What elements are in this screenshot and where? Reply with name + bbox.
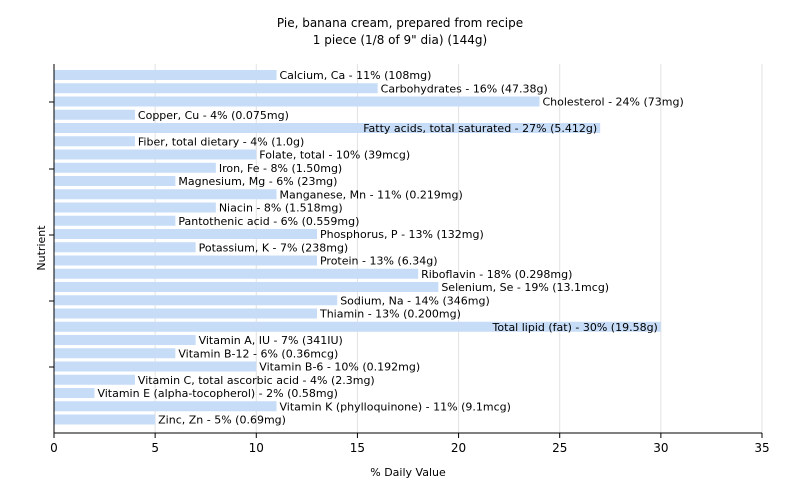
bar-label: Folate, total - 10% (39mcg) xyxy=(259,149,410,162)
bar xyxy=(54,401,277,412)
bar-label: Selenium, Se - 19% (13.1mcg) xyxy=(441,281,609,294)
bar xyxy=(54,242,196,253)
bar xyxy=(54,189,277,200)
bar-label: Phosphorus, P - 13% (132mg) xyxy=(320,228,484,241)
x-tick-label: 30 xyxy=(653,441,668,455)
bar xyxy=(54,348,176,359)
bar xyxy=(54,215,176,226)
bar-label: Vitamin C, total ascorbic acid - 4% (2.3… xyxy=(138,374,375,387)
bar xyxy=(54,229,317,239)
bar xyxy=(54,374,135,385)
bar xyxy=(54,321,661,332)
bar xyxy=(54,308,317,319)
bar-label: Carbohydrates - 16% (47.38g) xyxy=(381,82,548,95)
bar-label: Calcium, Ca - 11% (108mg) xyxy=(280,69,432,82)
bar xyxy=(54,295,338,306)
bar xyxy=(54,176,176,186)
bar xyxy=(54,255,317,266)
bar-label: Potassium, K - 7% (238mg) xyxy=(199,241,349,254)
bar xyxy=(54,109,135,120)
bar-label: Vitamin A, IU - 7% (341IU) xyxy=(199,334,343,347)
x-tick-label: 15 xyxy=(350,441,365,455)
bar-label: Niacin - 8% (1.518mg) xyxy=(219,202,343,215)
bar-label: Protein - 13% (6.34g) xyxy=(320,255,438,268)
bar-label: Manganese, Mn - 11% (0.219mg) xyxy=(280,188,463,201)
x-tick-label: 0 xyxy=(50,441,58,455)
x-tick-label: 20 xyxy=(451,441,466,455)
bar-label: Sodium, Na - 14% (346mg) xyxy=(340,294,490,307)
bar xyxy=(54,414,156,425)
bar-label: Vitamin B-12 - 6% (0.36mcg) xyxy=(178,347,338,360)
bar xyxy=(54,162,216,173)
bar-label: Cholesterol - 24% (73mg) xyxy=(542,96,683,109)
bar-label: Thiamin - 13% (0.200mg) xyxy=(319,308,461,321)
x-tick-label: 35 xyxy=(754,441,769,455)
bar-label: Fiber, total dietary - 4% (1.0g) xyxy=(138,135,304,148)
bar-label: Pantothenic acid - 6% (0.559mg) xyxy=(178,215,359,228)
bar-label: Vitamin E (alpha-tocopherol) - 2% (0.58m… xyxy=(97,387,337,400)
bar xyxy=(54,123,601,133)
bar xyxy=(54,335,196,345)
bar xyxy=(54,388,95,398)
bar-label: Zinc, Zn - 5% (0.69mg) xyxy=(158,414,286,427)
bar xyxy=(54,202,216,213)
bar-label: Fatty acids, total saturated - 27% (5.41… xyxy=(363,122,597,135)
bar xyxy=(54,282,439,292)
bar-label: Iron, Fe - 8% (1.50mg) xyxy=(219,162,342,175)
x-tick-label: 10 xyxy=(249,441,264,455)
bar-label: Total lipid (fat) - 30% (19.58g) xyxy=(492,321,658,334)
x-tick-label: 5 xyxy=(151,441,159,455)
x-axis-label: % Daily Value xyxy=(370,466,446,479)
bar xyxy=(54,96,540,107)
bar xyxy=(54,268,419,279)
bar xyxy=(54,83,378,94)
bar-label: Copper, Cu - 4% (0.075mg) xyxy=(138,109,289,122)
bar-label: Riboflavin - 18% (0.298mg) xyxy=(421,268,572,281)
bar xyxy=(54,149,257,160)
chart-subtitle: 1 piece (1/8 of 9" dia) (144g) xyxy=(313,33,487,47)
bar-label: Vitamin K (phylloquinone) - 11% (9.1mcg) xyxy=(280,400,511,413)
bars: Calcium, Ca - 11% (108mg)Carbohydrates -… xyxy=(54,69,684,427)
bar-label: Vitamin B-6 - 10% (0.192mg) xyxy=(259,361,420,374)
bar-label: Magnesium, Mg - 6% (23mg) xyxy=(178,175,337,188)
x-tick-label: 25 xyxy=(552,441,567,455)
bar xyxy=(54,70,277,80)
bar xyxy=(54,136,135,147)
axes: 0 5 10 15 20 25 30 35 xyxy=(49,64,770,455)
y-axis-label: Nutrient xyxy=(35,225,48,271)
bar xyxy=(54,361,257,372)
chart-title: Pie, banana cream, prepared from recipe xyxy=(277,16,523,30)
